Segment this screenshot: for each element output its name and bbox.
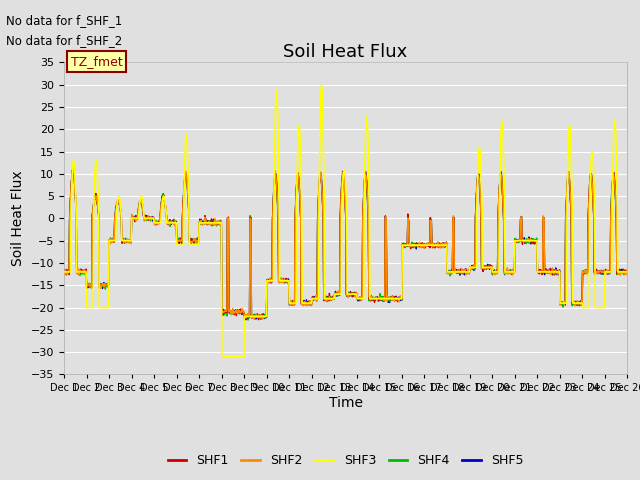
Line: SHF5: SHF5	[64, 169, 627, 320]
SHF3	[357, 296, 365, 301]
SHF5	[156, 218, 163, 224]
SHF3	[155, 220, 163, 226]
SHF1	[305, 300, 313, 306]
SHF3	[135, 212, 143, 218]
Text: No data for f_SHF_2: No data for f_SHF_2	[6, 34, 123, 47]
Text: No data for f_SHF_1: No data for f_SHF_1	[6, 14, 123, 27]
SHF1	[250, 313, 258, 319]
Title: Soil Heat Flux: Soil Heat Flux	[284, 43, 408, 61]
SHF5	[357, 297, 365, 302]
SHF1	[357, 296, 365, 301]
SHF1	[60, 267, 68, 273]
SHF5	[60, 269, 68, 275]
SHF5	[369, 298, 376, 303]
SHF4	[135, 203, 143, 209]
SHF4	[68, 167, 76, 173]
SHF1	[623, 270, 631, 276]
Text: TZ_fmet: TZ_fmet	[71, 55, 123, 68]
Line: SHF4: SHF4	[64, 170, 627, 320]
SHF1	[369, 296, 376, 301]
SHF3	[369, 296, 376, 301]
Line: SHF1: SHF1	[64, 168, 627, 320]
SHF2	[135, 204, 143, 209]
SHF2	[369, 296, 376, 302]
SHF2	[69, 167, 77, 172]
SHF4	[251, 311, 259, 317]
Legend: SHF1, SHF2, SHF3, SHF4, SHF5: SHF1, SHF2, SHF3, SHF4, SHF5	[163, 449, 529, 472]
SHF2	[623, 269, 631, 275]
SHF1	[255, 317, 262, 323]
SHF2	[156, 218, 163, 224]
SHF3	[623, 269, 631, 275]
SHF3	[305, 300, 312, 306]
SHF2	[250, 316, 258, 322]
SHF2	[305, 301, 313, 307]
SHF3	[60, 269, 68, 275]
SHF3	[218, 354, 226, 360]
SHF5	[305, 300, 313, 305]
SHF4	[156, 219, 163, 225]
Line: SHF3: SHF3	[64, 85, 627, 357]
X-axis label: Time: Time	[328, 396, 363, 410]
SHF3	[317, 83, 325, 88]
SHF1	[135, 203, 143, 208]
SHF1	[69, 166, 77, 171]
Y-axis label: Soil Heat Flux: Soil Heat Flux	[12, 170, 25, 266]
SHF4	[244, 317, 252, 323]
SHF4	[369, 294, 376, 300]
Line: SHF2: SHF2	[64, 169, 627, 319]
SHF5	[69, 167, 77, 172]
SHF4	[623, 270, 631, 276]
SHF5	[242, 317, 250, 323]
SHF5	[135, 203, 143, 208]
SHF2	[251, 315, 259, 321]
SHF4	[357, 297, 365, 302]
SHF1	[156, 217, 163, 223]
SHF5	[623, 268, 631, 274]
SHF4	[60, 266, 68, 272]
SHF4	[305, 301, 313, 307]
SHF2	[357, 294, 365, 300]
SHF2	[60, 270, 68, 276]
SHF5	[251, 313, 259, 319]
SHF3	[250, 313, 258, 319]
